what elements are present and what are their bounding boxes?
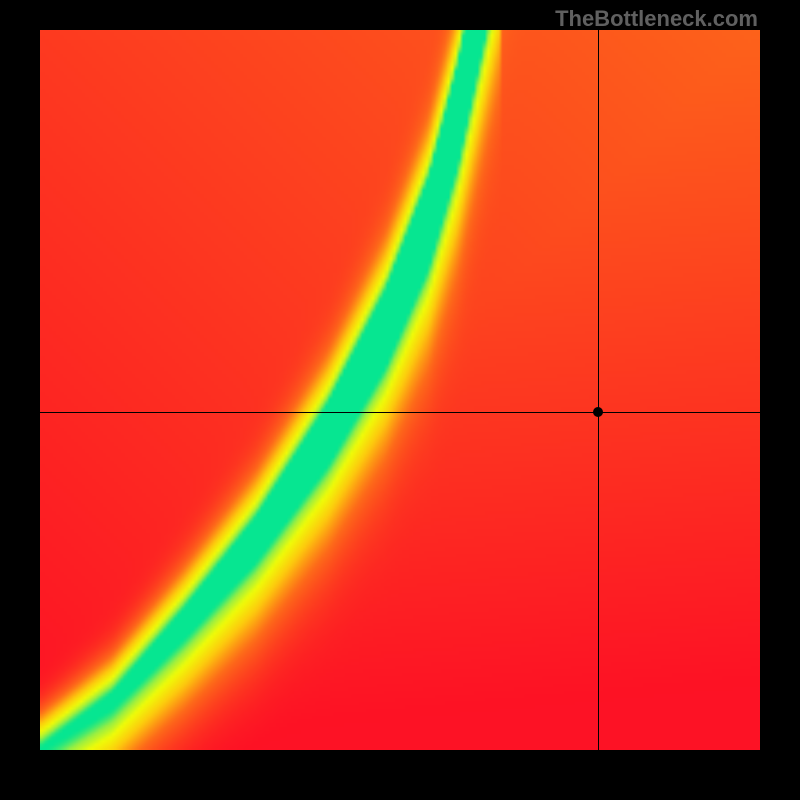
heatmap-plot: [40, 30, 760, 750]
watermark-text: TheBottleneck.com: [555, 6, 758, 32]
heatmap-canvas: [40, 30, 760, 750]
crosshair-vertical: [598, 30, 599, 750]
crosshair-marker: [593, 407, 603, 417]
crosshair-horizontal: [40, 412, 760, 413]
